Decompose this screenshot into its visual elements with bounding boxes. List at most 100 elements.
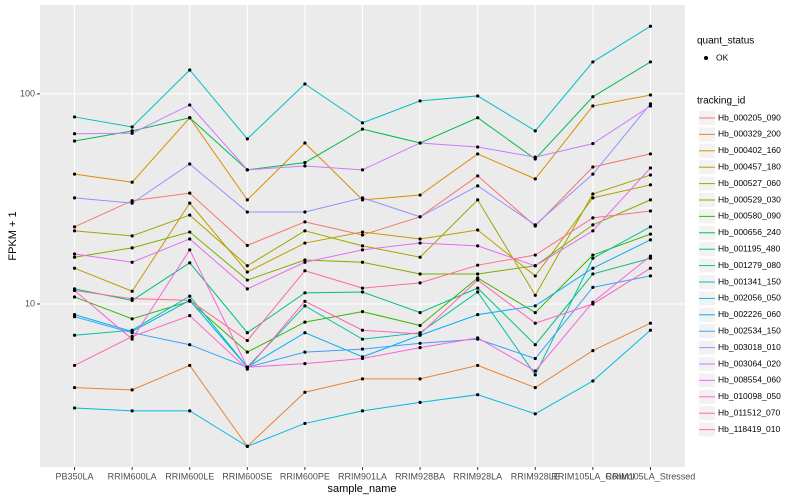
data-point — [188, 103, 192, 107]
data-point — [130, 199, 134, 203]
data-point — [476, 145, 480, 149]
data-point — [188, 191, 192, 195]
data-point — [303, 229, 307, 233]
data-point — [72, 172, 77, 176]
data-point — [418, 241, 422, 245]
data-point — [591, 142, 595, 146]
legend-label: Hb_001195_480 — [718, 243, 781, 253]
data-point — [130, 388, 134, 392]
data-point — [72, 252, 77, 256]
data-point — [303, 258, 307, 262]
data-point — [418, 310, 422, 315]
data-point — [130, 337, 134, 341]
legend-label: Hb_000402_160 — [718, 145, 781, 155]
data-point — [418, 345, 422, 350]
legend-key — [704, 56, 708, 60]
data-point — [533, 321, 537, 325]
data-point — [533, 310, 537, 315]
data-point — [303, 421, 307, 426]
data-point — [72, 225, 77, 229]
data-point — [648, 328, 653, 332]
legend-label: Hb_001341_150 — [718, 276, 781, 286]
data-point — [591, 285, 595, 289]
legend-label: Hb_118419_010 — [718, 424, 781, 434]
x-tick-label: RRIM600PE — [280, 471, 330, 481]
data-point — [360, 347, 365, 351]
data-point — [418, 272, 422, 276]
data-point — [303, 241, 307, 245]
data-point — [533, 264, 537, 268]
y-axis-title: FPKM + 1 — [7, 211, 19, 260]
data-point — [533, 155, 537, 159]
data-point — [245, 278, 249, 282]
y-tick-label: 100 — [20, 88, 35, 98]
data-point — [418, 281, 422, 285]
data-point — [648, 183, 653, 187]
x-tick-label: RRIM600SE — [222, 471, 272, 481]
data-point — [476, 94, 480, 98]
data-point — [591, 216, 595, 220]
data-point — [130, 317, 134, 321]
legend-label: Hb_000529_030 — [718, 194, 781, 204]
data-point — [360, 168, 365, 172]
data-point — [360, 260, 365, 264]
data-point — [130, 334, 134, 339]
data-point — [360, 356, 365, 361]
data-point — [418, 377, 422, 381]
data-point — [72, 363, 77, 368]
data-point — [533, 385, 537, 390]
data-point — [591, 302, 595, 306]
data-point — [591, 256, 595, 260]
data-point — [245, 287, 249, 291]
y-tick-label: 10 — [25, 298, 35, 308]
data-point — [418, 400, 422, 405]
data-point — [648, 166, 653, 170]
data-point — [476, 393, 480, 397]
data-point — [188, 248, 192, 252]
data-point — [648, 198, 653, 202]
data-point — [648, 104, 653, 108]
data-point — [303, 269, 307, 273]
data-point — [360, 248, 365, 252]
data-point — [591, 266, 595, 270]
data-point — [476, 174, 480, 178]
data-point — [130, 246, 134, 250]
legend-label: Hb_000580_090 — [718, 211, 781, 221]
data-point — [188, 363, 192, 368]
x-tick-label: RRIM928LA — [453, 471, 502, 481]
data-point — [476, 278, 480, 282]
data-point — [360, 127, 365, 131]
data-point — [303, 320, 307, 324]
data-point — [360, 196, 365, 200]
data-point — [591, 379, 595, 383]
data-point — [72, 139, 77, 143]
data-point — [648, 274, 653, 278]
legend-title: tracking_id — [697, 96, 745, 107]
data-point — [188, 68, 192, 72]
data-point — [648, 321, 653, 325]
data-point — [648, 173, 653, 177]
data-point — [303, 210, 307, 214]
data-point — [591, 348, 595, 353]
data-point — [533, 253, 537, 257]
legend-label: Hb_002226_060 — [718, 309, 781, 319]
x-tick-label: PB350LA — [56, 471, 94, 481]
data-point — [533, 274, 537, 278]
legend-label: Hb_000527_060 — [718, 178, 781, 188]
data-point — [533, 343, 537, 347]
data-point — [648, 266, 653, 270]
data-point — [130, 131, 134, 135]
data-point — [360, 409, 365, 413]
data-point — [648, 238, 653, 242]
x-axis-title: sample_name — [327, 483, 396, 495]
data-point — [591, 229, 595, 233]
x-tick-label: RRIM105LA_Control — [551, 471, 634, 481]
legend-label: Hb_003018_010 — [718, 342, 781, 352]
legend-label: Hb_003064_020 — [718, 358, 781, 368]
data-point — [303, 291, 307, 295]
data-point — [72, 385, 77, 390]
data-point — [648, 254, 653, 258]
data-point — [476, 290, 480, 294]
data-point — [418, 255, 422, 259]
data-point — [188, 314, 192, 318]
